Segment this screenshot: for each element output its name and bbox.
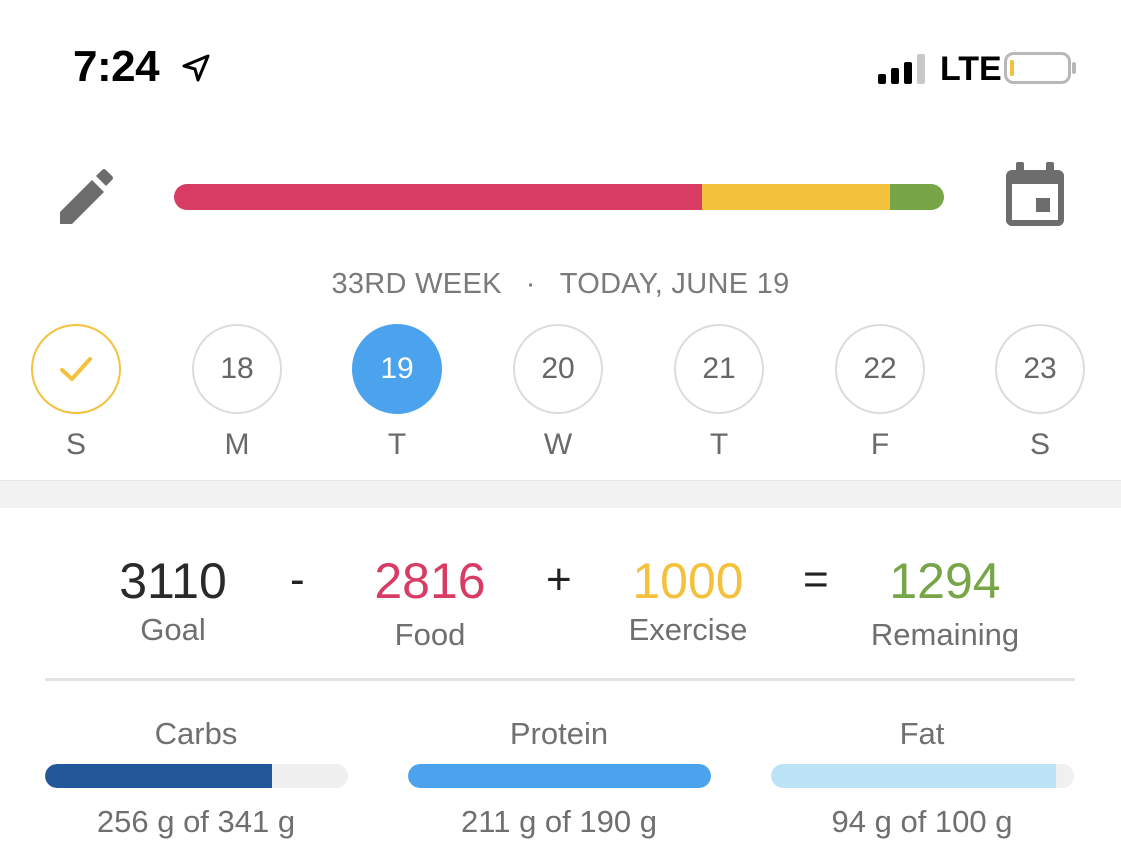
carbs-progress-bar [45,764,348,788]
day-circle[interactable]: 21 [674,324,764,414]
day-circle[interactable]: 22 [835,324,925,414]
day-monday[interactable]: 18 M [191,324,283,462]
exercise-label: Exercise [628,612,748,647]
day-circle[interactable] [31,324,121,414]
strip-remaining-segment [890,184,944,210]
day-circle[interactable]: 23 [995,324,1085,414]
edit-pencil-icon[interactable] [52,166,116,230]
day-letter: F [870,428,890,461]
day-wednesday[interactable]: 20 W [512,324,604,462]
fat-label: Fat [899,716,945,751]
day-saturday[interactable]: 23 S [994,324,1086,462]
goal-label: Goal [140,612,206,647]
food-value: 2816 [374,553,486,609]
plus-operator: + [546,555,572,604]
separator-dot: · [525,268,536,300]
today-date: TODAY, JUNE 19 [559,268,790,300]
fat-progress-bar [771,764,1074,788]
equation-divider [45,678,1075,681]
day-circle[interactable]: 20 [513,324,603,414]
remaining-value: 1294 [889,553,1001,609]
day-circle-selected[interactable]: 19 [352,324,442,414]
day-letter: M [224,428,250,461]
food-label: Food [394,617,466,652]
day-letter: S [1029,428,1050,461]
week-number: 33RD WEEK [331,268,502,300]
battery-icon [1004,52,1076,84]
strip-exercise-segment [702,184,891,210]
location-arrow-icon [182,54,210,82]
day-circle[interactable]: 18 [192,324,282,414]
protein-progress-bar [408,764,711,788]
status-time: 7:24 [73,42,160,91]
carrier-label: LTE [940,50,1002,88]
status-bar: 7:24 LTE [0,0,1121,120]
day-thursday[interactable]: 21 T [673,324,765,462]
goal-value: 3110 [119,553,227,609]
strip-food-segment [174,184,703,210]
day-sunday[interactable]: S [30,324,122,462]
carbs-progress-fill [45,764,273,788]
section-divider [0,480,1121,508]
fat-amount: 94 g of 100 g [831,804,1013,839]
day-letter: T [387,428,407,461]
protein-amount: 211 g of 190 g [461,804,657,839]
equals-operator: = [803,555,829,604]
carbs-amount: 256 g of 341 g [96,804,296,839]
minus-operator: - [290,555,305,604]
carbs-label: Carbs [154,716,238,751]
day-letter: W [543,428,573,461]
day-tuesday[interactable]: 19 T [351,324,443,462]
checkmark-icon [60,357,92,381]
day-letter: S [65,428,86,461]
calendar-icon[interactable] [1002,160,1068,230]
protein-progress-fill [408,764,711,788]
calorie-progress-strip [174,184,944,210]
exercise-value: 1000 [632,553,744,609]
day-letter: T [709,428,729,461]
remaining-label: Remaining [870,617,1020,652]
protein-label: Protein [509,716,609,751]
fat-progress-fill [771,764,1056,788]
day-friday[interactable]: 22 F [834,324,926,462]
week-date-label: 33RD WEEK · TODAY, JUNE 19 [0,268,1121,301]
cellular-signal-icon [878,52,930,84]
